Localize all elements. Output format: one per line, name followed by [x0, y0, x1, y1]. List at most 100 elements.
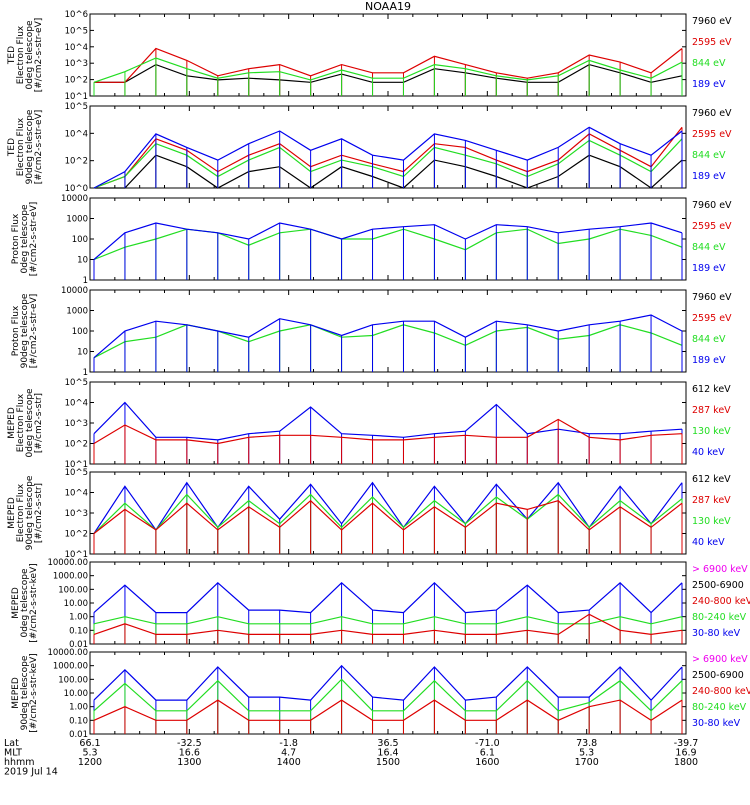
y-tick-label: 10.00	[64, 599, 88, 609]
series-line	[93, 314, 683, 359]
panel-frame	[89, 471, 687, 555]
y-axis-label-line: [#/cm2-s-str]	[34, 483, 44, 543]
y-axis-label-line: TED	[7, 46, 17, 65]
series-line	[94, 63, 683, 83]
legend-entry: 40 keV	[692, 537, 725, 548]
x-tick-label: -39.7	[674, 738, 699, 749]
x-tick-label: 1400	[277, 757, 301, 768]
legend-entry: 844 eV	[692, 242, 726, 253]
legend-entry: 2595 eV	[692, 221, 732, 232]
x-tick-label: 1300	[177, 757, 201, 768]
y-tick-label: 10^2	[65, 530, 88, 540]
x-row-label: MLT	[4, 748, 22, 759]
x-tick-label: 1700	[575, 757, 599, 768]
y-tick-label: 1000	[66, 215, 88, 225]
legend-entry: 30-80 keV	[692, 718, 741, 729]
y-tick-label: 0.10	[69, 626, 88, 636]
series-line	[93, 613, 683, 636]
y-tick-label: 10^2	[65, 440, 88, 450]
y-tick-label: 0.01	[69, 730, 88, 740]
y-axis-label-line: MEPED	[11, 677, 21, 709]
y-tick-label: 10^5	[65, 468, 88, 478]
y-tick-label: 10^4	[65, 399, 88, 409]
series-line	[93, 228, 683, 261]
y-tick-label: 10^4	[65, 129, 88, 139]
panel-frame	[89, 381, 687, 465]
x-tick-label: 73.8	[576, 738, 597, 749]
y-tick-label: 100	[72, 327, 88, 337]
y-tick-label: 10^6	[65, 10, 88, 20]
y-axis-label-line: [#/cm2-s-str-eV]	[34, 110, 44, 185]
legend-entry: 240-800 keV	[692, 686, 750, 697]
x-tick-label: 5.3	[82, 748, 97, 759]
y-axis-label-line: [#/cm2-s-str-keV]	[29, 653, 39, 732]
x-tick-label: 16.4	[377, 748, 398, 759]
panel-frame	[89, 13, 687, 97]
series-line	[94, 47, 683, 83]
y-tick-label: 10^5	[65, 26, 88, 36]
series-line	[93, 401, 683, 441]
y-axis-label-line: MEPED	[7, 407, 17, 439]
y-tick-label: 10000.00	[47, 648, 88, 658]
legend-entry: 2500-6900	[692, 580, 744, 591]
legend-entry: 2595 eV	[692, 37, 732, 48]
legend-entry: 612 keV	[692, 474, 731, 485]
x-tick-label: 6.1	[480, 748, 495, 759]
legend-entry: 130 keV	[692, 516, 731, 527]
y-tick-label: 1000	[66, 307, 88, 317]
x-tick-label: 66.1	[79, 738, 100, 749]
y-axis-label-line: 0deg telescope	[20, 568, 30, 638]
y-tick-label: 10^1	[65, 550, 88, 560]
x-tick-label: 1600	[475, 757, 499, 768]
legend-entry: 80-240 keV	[692, 702, 747, 713]
x-row-label: Lat	[4, 738, 19, 749]
x-tick-label: 16.6	[179, 748, 200, 759]
x-tick-label: 1500	[376, 757, 400, 768]
y-tick-label: 0.10	[69, 716, 88, 726]
legend-entry: 844 eV	[692, 334, 726, 345]
y-axis-label-line: TED	[7, 138, 17, 157]
y-tick-label: 10^3	[65, 59, 88, 69]
y-axis-label-line: 0deg telescope	[25, 20, 35, 90]
series-line	[93, 616, 683, 625]
series-line	[93, 481, 683, 534]
legend-entry: 40 keV	[692, 447, 725, 458]
y-axis-label-line: 90deg telescope	[25, 475, 35, 550]
y-tick-label: 10000	[61, 194, 88, 204]
legend-entry: 7960 eV	[692, 16, 732, 27]
y-tick-label: 10^4	[65, 489, 88, 499]
series-line	[94, 154, 683, 189]
legend-entry: 2595 eV	[692, 129, 732, 140]
y-tick-label: 0.01	[69, 640, 88, 650]
y-tick-label: 10000	[61, 286, 88, 296]
legend-entry: 287 keV	[692, 405, 731, 416]
y-axis-label-line: Proton Flux	[11, 213, 21, 264]
y-tick-label: 10^4	[65, 43, 88, 53]
y-tick-label: 1	[83, 276, 88, 286]
x-tick-label: 1200	[78, 757, 102, 768]
x-tick-label: -71.0	[475, 738, 500, 749]
y-tick-label: 1000.00	[53, 572, 88, 582]
y-tick-label: 100.00	[58, 585, 88, 595]
series-line	[93, 499, 683, 534]
y-tick-label: 10	[77, 348, 88, 358]
y-tick-label: 10^3	[65, 509, 88, 519]
x-row-label: hhmm	[4, 757, 35, 768]
legend-entry: 7960 eV	[692, 292, 732, 303]
legend-entry: 189 eV	[692, 355, 726, 366]
legend-entry: 844 eV	[692, 58, 726, 69]
legend-entry: 7960 eV	[692, 108, 732, 119]
y-axis-label-line: [#/cm2-s-str-eV]	[34, 18, 44, 93]
y-axis-label-line: [#/cm2-s-str-eV]	[29, 202, 39, 277]
legend-entry: 240-800 keV	[692, 596, 750, 607]
y-axis-label-line: Proton Flux	[11, 305, 21, 356]
series-line	[93, 493, 683, 534]
series-line	[93, 138, 683, 189]
y-tick-label: 10^0	[65, 184, 88, 194]
y-axis-label-line: MEPED	[7, 497, 17, 529]
series-line	[93, 222, 683, 260]
panel-frame	[89, 289, 687, 373]
y-axis-label-line: [#/cm2-s-str-keV]	[29, 563, 39, 642]
